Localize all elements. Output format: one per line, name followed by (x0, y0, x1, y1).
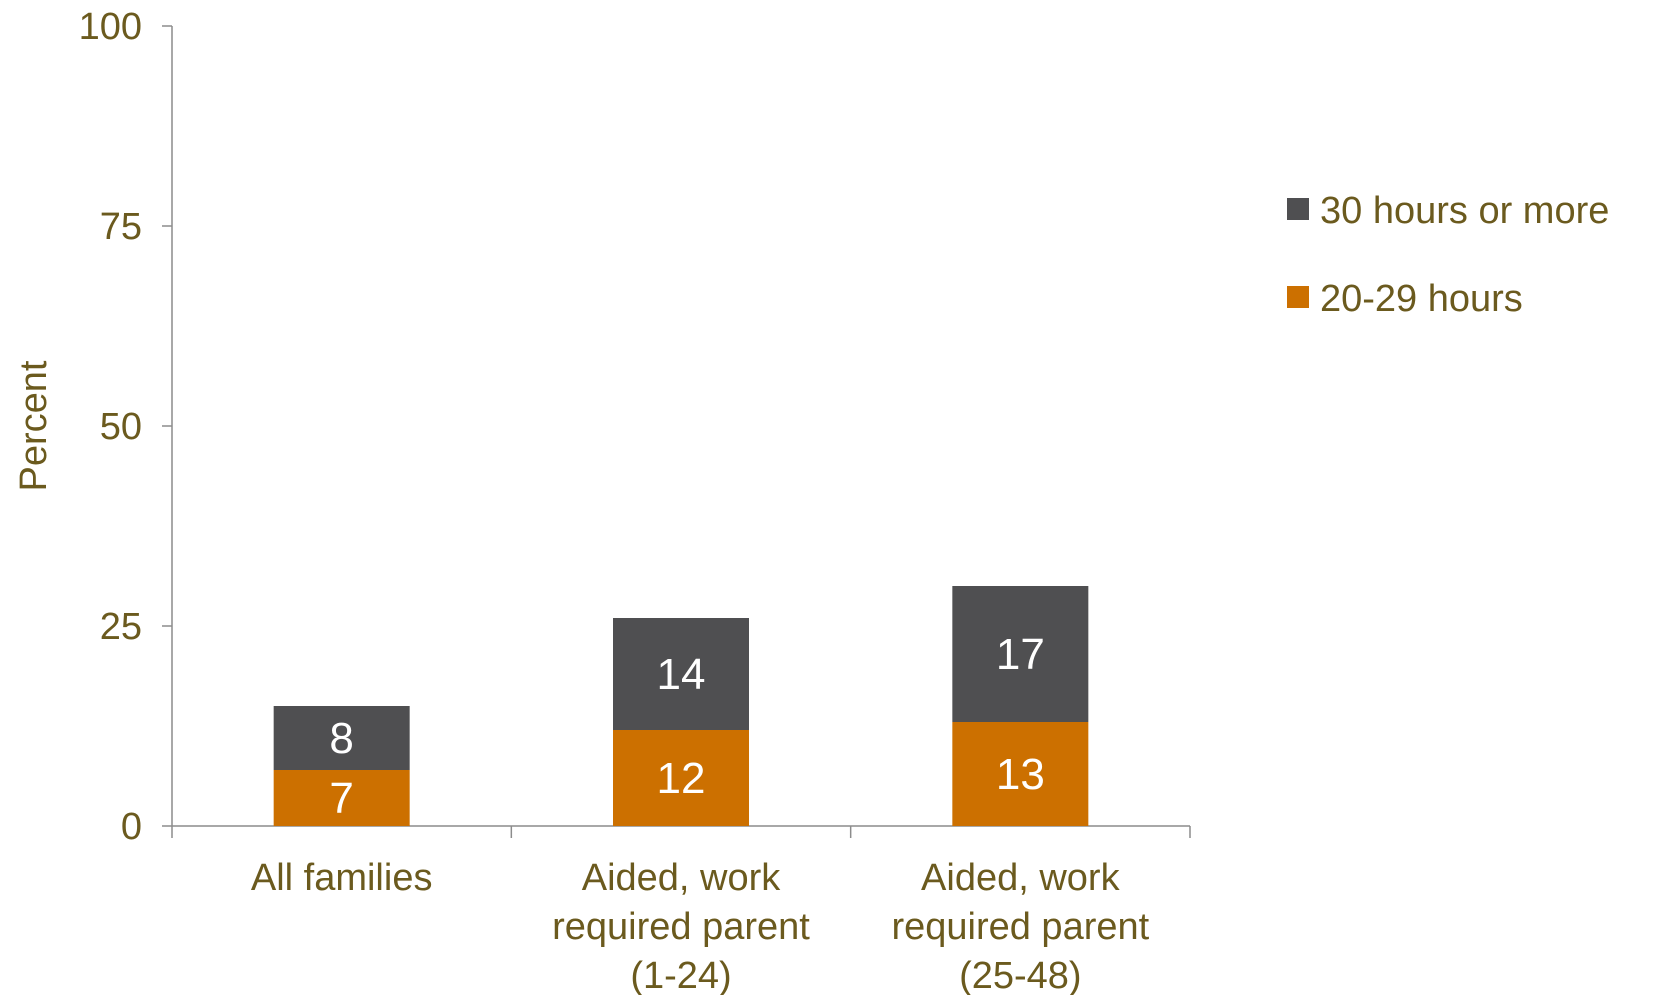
bar-segment (273, 706, 410, 770)
y-axis-title: Percent (13, 360, 55, 491)
legend-label: 30 hours or more (1320, 190, 1609, 232)
bar-value-label: 14 (657, 650, 706, 699)
bar-value-label: 12 (657, 754, 706, 803)
legend: 30 hours or more 20-29 hours (1287, 190, 1609, 320)
bars: 7 8 12 14 13 17 (273, 586, 1089, 826)
bar-value-label: 8 (329, 714, 353, 763)
x-category-label-line: All families (251, 857, 433, 899)
legend-swatch (1287, 198, 1309, 220)
x-category-label: All families (251, 857, 433, 899)
x-category-label-line: Aided, work (921, 857, 1121, 899)
legend-label: 20-29 hours (1320, 278, 1523, 320)
x-category-label-line: required parent (552, 906, 810, 948)
bar-value-label: 13 (996, 750, 1045, 799)
x-category-label: Aided, work required parent (1-24) (552, 857, 810, 995)
x-category-label-line: (1-24) (630, 955, 731, 995)
x-category-label: Aided, work required parent (25-48) (891, 857, 1149, 995)
y-tick-label: 0 (121, 806, 142, 848)
y-tick-label: 100 (79, 6, 142, 48)
x-category-label-line: Aided, work (582, 857, 782, 899)
bar-segment (952, 722, 1089, 826)
y-tick-label: 50 (100, 406, 142, 448)
bar-segment (273, 770, 410, 826)
x-category-label-line: (25-48) (959, 955, 1082, 995)
bar-value-label: 17 (996, 630, 1045, 679)
bar-segment (952, 586, 1089, 722)
x-axis: All families Aided, work required parent (1… (171, 825, 1191, 995)
bar-segment (613, 618, 749, 730)
bar-value-label: 7 (329, 774, 353, 823)
y-axis: 0 25 50 75 100 (79, 6, 173, 848)
bar-segment (613, 730, 749, 826)
y-tick-label: 25 (100, 606, 142, 648)
y-tick-label: 75 (100, 206, 142, 248)
legend-swatch (1287, 286, 1309, 308)
x-category-label-line: required parent (891, 906, 1149, 948)
